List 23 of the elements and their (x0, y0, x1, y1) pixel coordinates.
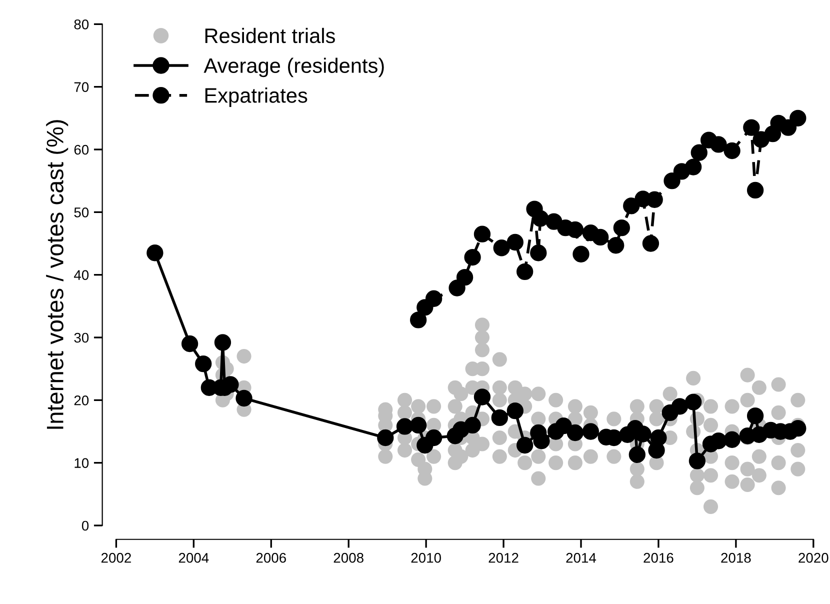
x-tick-label: 2020 (798, 552, 828, 563)
y-tick-label: 40 (74, 270, 89, 280)
x-tick-label: 2004 (178, 552, 209, 563)
y-tick-label: 50 (74, 207, 89, 218)
y-tick-label: 0 (82, 520, 89, 531)
x-tick-label: 2014 (566, 552, 596, 563)
x-tick-label: 2018 (721, 552, 751, 563)
y-tick-label: 80 (74, 19, 89, 30)
y-tick-label: 30 (74, 332, 89, 343)
x-tick-label: 2012 (488, 552, 518, 563)
legend-label: Resident trials (205, 28, 335, 44)
x-tick-label: 2016 (644, 552, 674, 563)
x-tick-label: 2010 (411, 552, 441, 563)
y-tick-label: 70 (74, 82, 89, 92)
y-axis-title: Internet votes / votes cast (%) (46, 120, 68, 429)
y-tick-label: 10 (74, 458, 89, 468)
x-tick-label: 2006 (256, 552, 286, 563)
legend-label: Expatriates (205, 88, 308, 107)
x-tick-label: 2008 (334, 552, 364, 563)
x-tick-label: 2002 (101, 552, 131, 563)
y-tick-label: 20 (74, 395, 89, 406)
legend-label: Average (residents) (204, 58, 384, 78)
y-tick-label: 60 (74, 144, 89, 155)
